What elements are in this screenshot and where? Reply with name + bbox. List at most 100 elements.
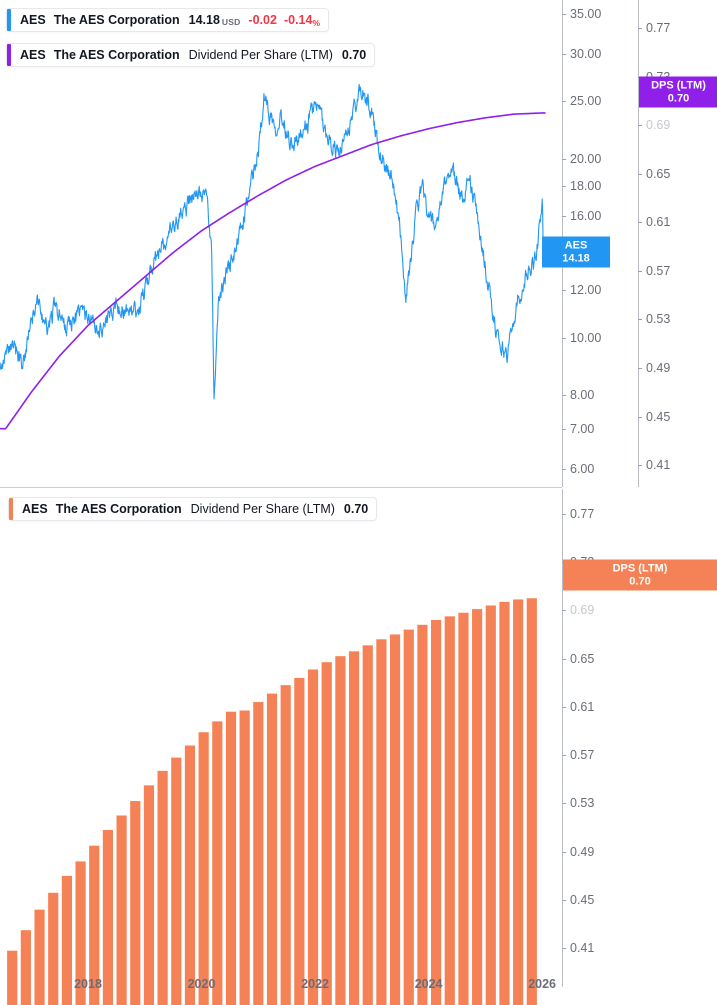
dividend-bar[interactable] bbox=[75, 861, 86, 1005]
axis-tick-label: 0.41 bbox=[570, 941, 595, 956]
panel-divider bbox=[0, 487, 562, 488]
axis-tick bbox=[562, 755, 566, 757]
dividend-bar[interactable] bbox=[184, 745, 196, 1005]
dividend-bar[interactable] bbox=[198, 732, 209, 1005]
axis-tick-label: 8.00 bbox=[570, 388, 595, 402]
dividend-bar[interactable] bbox=[7, 950, 18, 1005]
axis-tick bbox=[562, 948, 566, 950]
price-current-value-badge[interactable]: AES 14.18 bbox=[542, 236, 610, 268]
axis-tick bbox=[562, 395, 566, 396]
legend-color-swatch bbox=[7, 9, 11, 31]
dividend-y-axis[interactable]: 0.770.730.690.650.610.570.530.490.450.41 bbox=[562, 489, 717, 1005]
axis-tick-label: 0.49 bbox=[570, 844, 595, 859]
dividend-bar[interactable] bbox=[389, 634, 401, 1005]
legend-change-absolute: -0.02 bbox=[248, 13, 277, 27]
dividend-bar[interactable] bbox=[307, 669, 319, 1005]
axis-tick-label: 0.61 bbox=[646, 215, 671, 230]
dividend-bar[interactable] bbox=[102, 830, 114, 1005]
axis-tick bbox=[562, 14, 566, 16]
axis-tick-label: 0.45 bbox=[646, 409, 671, 424]
dividend-bar[interactable] bbox=[458, 612, 469, 1005]
axis-tick-label: 0.61 bbox=[570, 699, 595, 714]
axis-tick bbox=[562, 469, 566, 471]
dividend-plot[interactable] bbox=[0, 489, 562, 1005]
dividend-bar[interactable] bbox=[472, 609, 483, 1005]
dividend-bar[interactable] bbox=[321, 662, 332, 1005]
axis-tick-label: 0.69 bbox=[570, 603, 595, 618]
axis-tick bbox=[562, 513, 566, 515]
dividend-bar[interactable] bbox=[485, 605, 496, 1005]
dividend-bar[interactable] bbox=[431, 619, 442, 1005]
axis-tick bbox=[562, 216, 566, 218]
badge-value: 0.70 bbox=[629, 575, 651, 587]
axis-tick-label: 0.49 bbox=[646, 361, 671, 375]
legend-price[interactable]: AES The AES Corporation 14.18 USD -0.02 … bbox=[6, 8, 330, 32]
dps-overlay-y-axis[interactable]: DPS (LTM) 0.70 0.770.730.690.650.610.570… bbox=[638, 0, 717, 487]
legend-color-swatch bbox=[9, 498, 13, 520]
dividend-bar[interactable] bbox=[362, 645, 373, 1005]
axis-tick-label: 20.00 bbox=[570, 151, 602, 166]
axis-tick-label: 0.57 bbox=[646, 263, 671, 278]
axis-tick bbox=[562, 290, 566, 292]
dividend-bar[interactable] bbox=[526, 598, 537, 1005]
dividend-bar[interactable] bbox=[171, 757, 182, 1005]
dividend-bar[interactable] bbox=[89, 845, 100, 1005]
dividend-bar[interactable] bbox=[513, 599, 524, 1005]
dividend-bar[interactable] bbox=[499, 601, 510, 1005]
legend-ticker: AES bbox=[22, 502, 48, 516]
axis-tick bbox=[638, 319, 642, 321]
legend-color-swatch bbox=[7, 44, 11, 66]
dividend-bar[interactable] bbox=[253, 702, 264, 1005]
dividend-bar[interactable] bbox=[143, 785, 155, 1005]
dividend-bar[interactable] bbox=[376, 639, 387, 1005]
dividend-bar[interactable] bbox=[116, 815, 127, 1005]
dividend-bar[interactable] bbox=[61, 875, 72, 1005]
axis-tick bbox=[562, 54, 566, 56]
legend-metric-value: 0.70 bbox=[341, 48, 367, 62]
dividend-bar[interactable] bbox=[212, 721, 223, 1005]
axis-tick-label: 30.00 bbox=[570, 47, 602, 62]
dividend-bar[interactable] bbox=[20, 930, 31, 1005]
axis-tick-label: 0.41 bbox=[646, 458, 671, 473]
dividend-bar[interactable] bbox=[294, 677, 305, 1005]
axis-tick-label: 6.00 bbox=[570, 462, 595, 477]
legend-ticker: AES bbox=[20, 48, 46, 62]
dividend-current-value-badge[interactable]: DPS (LTM) 0.70 bbox=[563, 559, 717, 591]
dividend-bar[interactable] bbox=[225, 711, 237, 1005]
axis-tick-label: 0.53 bbox=[646, 312, 671, 327]
dividend-bar[interactable] bbox=[34, 909, 45, 1005]
dividend-bar[interactable] bbox=[157, 770, 168, 1005]
percent-symbol: % bbox=[312, 18, 321, 28]
axis-tick-label: 0.57 bbox=[570, 748, 595, 763]
dividend-bar[interactable] bbox=[280, 685, 291, 1005]
dividend-bar[interactable] bbox=[266, 693, 278, 1005]
dividend-bar[interactable] bbox=[48, 892, 59, 1005]
dps-overlay-current-value-badge[interactable]: DPS (LTM) 0.70 bbox=[639, 76, 717, 108]
badge-label: AES bbox=[564, 239, 588, 252]
dividend-bar[interactable] bbox=[403, 629, 414, 1005]
axis-tick-label: 0.53 bbox=[570, 796, 595, 811]
legend-metric-name: Dividend Per Share (LTM) bbox=[188, 48, 333, 62]
price-plot[interactable] bbox=[0, 0, 562, 487]
legend-dps-panel[interactable]: AES The AES Corporation Dividend Per Sha… bbox=[8, 497, 378, 521]
dividend-bar[interactable] bbox=[348, 651, 360, 1005]
x-axis-label: 2022 bbox=[301, 977, 329, 991]
dividend-bar[interactable] bbox=[239, 710, 250, 1005]
legend-metric-value: 0.70 bbox=[343, 502, 369, 516]
legend-dps-overlay[interactable]: AES The AES Corporation Dividend Per Sha… bbox=[6, 43, 376, 67]
badge-label: DPS (LTM) bbox=[612, 562, 668, 575]
axis-tick-label: 0.65 bbox=[570, 651, 595, 666]
dividend-bar[interactable] bbox=[335, 656, 346, 1005]
axis-tick-label: 25.00 bbox=[570, 94, 602, 109]
axis-tick bbox=[638, 270, 642, 272]
dividend-bar[interactable] bbox=[444, 616, 455, 1005]
axis-tick bbox=[638, 416, 642, 418]
legend-last-price: 14.18 bbox=[188, 13, 220, 27]
dividend-bar[interactable] bbox=[417, 624, 428, 1005]
price-y-axis[interactable]: AES 14.18 35.00 30.00 25.00 20.00 18.00 16.00… bbox=[542, 0, 638, 487]
price-chart-panel[interactable] bbox=[0, 0, 562, 487]
axis-line bbox=[638, 0, 639, 487]
axis-tick-label: 16.00 bbox=[570, 209, 602, 224]
dividend-chart-panel[interactable] bbox=[0, 489, 562, 1005]
dividend-bar[interactable] bbox=[130, 801, 141, 1005]
